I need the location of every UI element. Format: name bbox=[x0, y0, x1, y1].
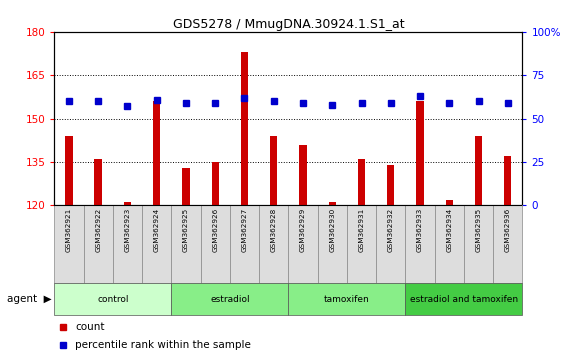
Text: GSM362932: GSM362932 bbox=[388, 208, 394, 252]
Bar bbox=[435, 205, 464, 283]
Text: GSM362926: GSM362926 bbox=[212, 208, 218, 252]
Bar bbox=[171, 205, 200, 283]
Text: GSM362936: GSM362936 bbox=[505, 208, 511, 252]
Text: GSM362934: GSM362934 bbox=[447, 208, 452, 252]
Title: GDS5278 / MmugDNA.30924.1.S1_at: GDS5278 / MmugDNA.30924.1.S1_at bbox=[172, 18, 404, 31]
Bar bbox=[504, 156, 512, 205]
Text: GSM362923: GSM362923 bbox=[124, 208, 130, 252]
Text: tamoxifen: tamoxifen bbox=[324, 295, 370, 304]
Bar bbox=[288, 283, 405, 315]
Bar bbox=[94, 159, 102, 205]
Bar bbox=[317, 205, 347, 283]
Bar bbox=[153, 101, 160, 205]
Bar bbox=[113, 205, 142, 283]
Text: GSM362933: GSM362933 bbox=[417, 208, 423, 252]
Bar bbox=[464, 205, 493, 283]
Text: count: count bbox=[75, 322, 105, 332]
Text: estradiol: estradiol bbox=[210, 295, 250, 304]
Bar bbox=[124, 202, 131, 205]
Text: GSM362931: GSM362931 bbox=[359, 208, 364, 252]
Text: GSM362925: GSM362925 bbox=[183, 208, 189, 252]
Text: GSM362921: GSM362921 bbox=[66, 208, 72, 252]
Bar bbox=[416, 101, 424, 205]
Bar bbox=[65, 136, 73, 205]
Bar bbox=[445, 200, 453, 205]
Bar bbox=[259, 205, 288, 283]
Bar bbox=[54, 205, 83, 283]
Bar bbox=[171, 283, 288, 315]
Bar bbox=[328, 202, 336, 205]
Bar bbox=[387, 165, 395, 205]
Text: percentile rank within the sample: percentile rank within the sample bbox=[75, 340, 251, 350]
Bar bbox=[493, 205, 522, 283]
Text: estradiol and tamoxifen: estradiol and tamoxifen bbox=[410, 295, 518, 304]
Text: GSM362929: GSM362929 bbox=[300, 208, 306, 252]
Bar bbox=[182, 168, 190, 205]
Bar bbox=[211, 162, 219, 205]
Bar bbox=[376, 205, 405, 283]
Bar bbox=[54, 283, 171, 315]
Text: GSM362928: GSM362928 bbox=[271, 208, 277, 252]
Bar bbox=[358, 159, 365, 205]
Bar bbox=[200, 205, 230, 283]
Text: GSM362935: GSM362935 bbox=[476, 208, 481, 252]
Text: GSM362930: GSM362930 bbox=[329, 208, 335, 252]
Bar bbox=[241, 52, 248, 205]
Bar bbox=[230, 205, 259, 283]
Bar bbox=[405, 205, 435, 283]
Bar bbox=[405, 283, 522, 315]
Bar bbox=[270, 136, 278, 205]
Bar bbox=[142, 205, 171, 283]
Text: GSM362924: GSM362924 bbox=[154, 208, 160, 252]
Text: agent  ▶: agent ▶ bbox=[7, 294, 51, 304]
Text: GSM362922: GSM362922 bbox=[95, 208, 101, 252]
Text: GSM362927: GSM362927 bbox=[242, 208, 247, 252]
Text: control: control bbox=[97, 295, 128, 304]
Bar bbox=[83, 205, 112, 283]
Bar bbox=[299, 144, 307, 205]
Bar bbox=[288, 205, 317, 283]
Bar bbox=[347, 205, 376, 283]
Bar bbox=[475, 136, 482, 205]
